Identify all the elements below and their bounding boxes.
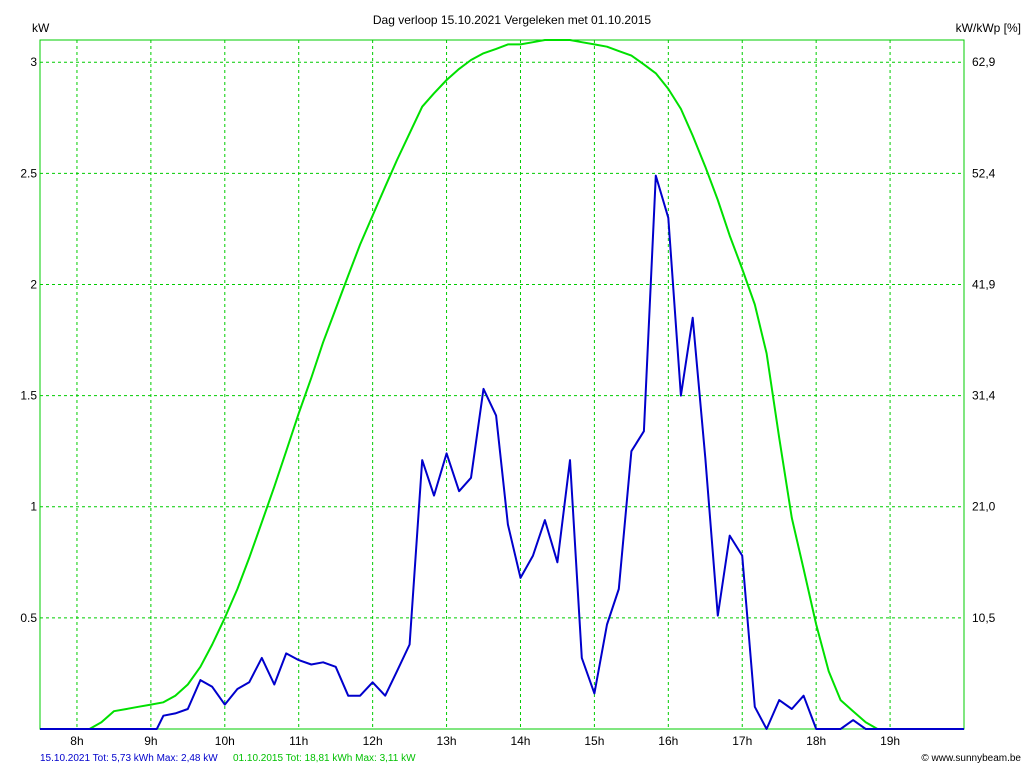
plot-frame [39,39,965,730]
y-right-tick-label: 10,5 [972,611,996,625]
y-right-tick-label: 52,4 [972,166,996,180]
chart-title: Dag verloop 15.10.2021 Vergeleken met 01… [373,13,652,27]
footer-legend-2021: 15.10.2021 Tot: 5,73 kWh Max: 2,48 kW [40,753,218,764]
tick-labels: 8h 9h 10h 11h 12h 13h 14h 15h 16h 17h 18h 19h 0.5 1 1.… [20,55,995,748]
y-axis-right-label: kW/kWp [%] [956,21,1021,35]
x-tick-label: 10h [215,734,235,748]
y-left-tick-label: 1.5 [20,389,37,403]
y-axis-left-label: kW [32,21,50,35]
x-tick-label: 11h [289,734,308,748]
series-line-2015 [40,39,964,730]
series-layer [40,39,964,730]
x-tick-label: 12h [363,734,383,748]
footer-legend-2015: 01.10.2015 Tot: 18,81 kWh Max: 3,11 kW [233,753,416,764]
x-tick-label: 8h [70,734,83,748]
x-tick-label: 9h [144,734,157,748]
y-right-tick-label: 31,4 [972,389,996,403]
x-tick-label: 13h [437,734,457,748]
y-left-tick-label: 2 [30,277,37,291]
y-right-tick-label: 21,0 [972,500,996,514]
y-left-tick-label: 2.5 [20,166,37,180]
x-tick-label: 14h [510,734,530,748]
x-tick-label: 19h [880,734,900,748]
y-right-tick-label: 62,9 [972,55,996,69]
y-left-tick-label: 0.5 [20,611,37,625]
y-right-tick-label: 41,9 [972,277,996,291]
y-left-tick-label: 3 [30,55,37,69]
x-tick-label: 15h [584,734,604,748]
grid [40,40,964,729]
x-tick-label: 18h [806,734,826,748]
x-tick-label: 17h [732,734,752,748]
footer-copyright: © www.sunnybeam.be [921,753,1021,764]
x-tick-label: 16h [658,734,678,748]
series-line-2021 [40,174,964,730]
y-left-tick-label: 1 [30,500,37,514]
